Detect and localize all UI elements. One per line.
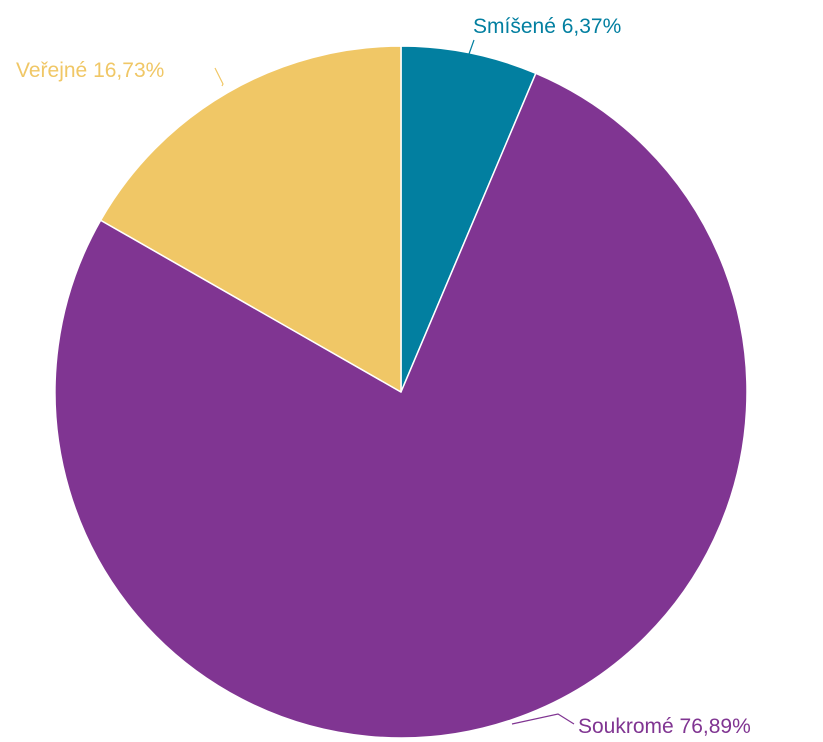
- leader-line: [214, 67, 224, 87]
- pie-slice-soukrome: [54, 72, 748, 739]
- leader-line: [511, 713, 575, 725]
- slice-label: Smíšené 6,37%: [473, 15, 621, 38]
- slice-label: Veřejné 16,73%: [16, 59, 164, 82]
- slice-label-value: 76,89%: [674, 715, 751, 738]
- slice-label: Soukromé 76,89%: [578, 715, 751, 738]
- slice-label-name: Smíšené: [473, 15, 556, 38]
- slice-label-value: 6,37%: [556, 15, 621, 38]
- slice-label-name: Veřejné: [16, 59, 87, 82]
- pie-labels: Smíšené 6,37% Soukromé 76,89% Veřejné 16,7…: [16, 15, 751, 738]
- slice-label-name: Soukromé: [578, 715, 674, 738]
- pie-slices: [54, 45, 748, 739]
- leader-line: [468, 39, 475, 55]
- slice-label-value: 16,73%: [87, 59, 164, 82]
- pie-slice-verejne: [99, 45, 402, 393]
